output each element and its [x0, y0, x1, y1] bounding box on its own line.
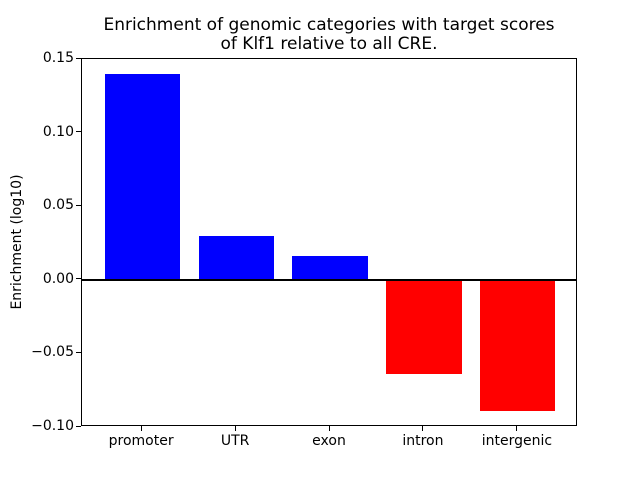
- x-tick-label: UTR: [220, 433, 250, 449]
- y-tick-label: 0.15: [42, 50, 74, 66]
- y-axis-label: Enrichment (log10): [9, 174, 25, 310]
- y-tick-label: −0.10: [31, 418, 74, 434]
- x-tick-mark: [140, 426, 142, 431]
- y-tick-label: 0.05: [42, 197, 74, 214]
- x-tick-mark: [234, 426, 236, 431]
- bar-promoter: [104, 73, 180, 280]
- bar-intergenic: [480, 279, 556, 411]
- zero-line: [82, 278, 576, 281]
- y-tick-label: 0.00: [42, 270, 74, 287]
- chart-title: Enrichment of genomic categories with ta…: [103, 15, 555, 54]
- y-tick-mark: [76, 278, 81, 280]
- bar-exon: [292, 256, 368, 280]
- plot-area: [81, 58, 577, 426]
- y-tick-mark: [76, 425, 81, 427]
- y-tick-mark: [76, 57, 81, 59]
- y-tick-mark: [76, 131, 81, 133]
- x-tick-label: promoter: [108, 433, 174, 449]
- x-tick-label: exon: [312, 433, 346, 449]
- x-tick-mark: [422, 426, 424, 431]
- y-tick-mark: [76, 204, 81, 206]
- x-tick-mark: [516, 426, 518, 431]
- y-tick-mark: [76, 351, 81, 353]
- x-tick-mark: [328, 426, 330, 431]
- x-tick-label: intergenic: [481, 433, 553, 449]
- bar-UTR: [198, 235, 274, 280]
- bar-intron: [386, 279, 462, 374]
- x-tick-label: intron: [402, 433, 444, 449]
- y-tick-label: −0.05: [31, 344, 74, 361]
- y-tick-label: 0.10: [42, 123, 74, 140]
